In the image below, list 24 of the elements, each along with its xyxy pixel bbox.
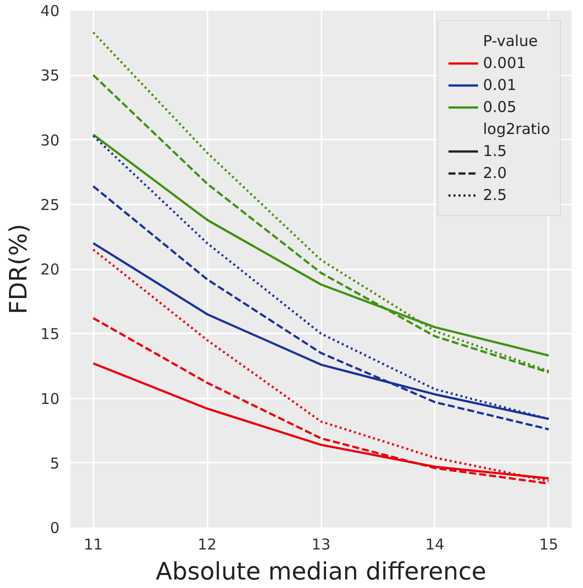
y-tick-label: 0 xyxy=(50,519,60,537)
annotation: 2.5 xyxy=(483,186,507,204)
legend-label: 0.001 xyxy=(483,54,526,72)
y-tick-label: 15 xyxy=(40,325,60,344)
y-axis-title: FDR(%) xyxy=(4,224,32,314)
y-tick-label: 10 xyxy=(40,390,60,408)
x-tick-label: 14 xyxy=(425,536,444,554)
x-tick-label: 15 xyxy=(539,536,558,554)
x-tick-label: 13 xyxy=(311,536,331,554)
y-tick-label: 40 xyxy=(40,2,60,20)
legend-title: P-value xyxy=(483,32,538,50)
x-tick-label: 12 xyxy=(198,536,217,554)
x-axis-title: Absolute median difference xyxy=(156,558,486,586)
y-tick-label: 30 xyxy=(40,131,60,150)
y-tick-label: 35 xyxy=(40,66,60,85)
y-tick-label: 5 xyxy=(50,454,60,472)
x-tick-label: 11 xyxy=(84,536,103,554)
legend-label: 0.01 xyxy=(483,76,516,94)
legend-label: 0.05 xyxy=(483,98,516,116)
annotation: log2ratio xyxy=(483,120,550,138)
y-tick-label: 25 xyxy=(40,196,60,214)
y-tick-label: 20 xyxy=(40,260,60,278)
annotation: 1.5 xyxy=(483,142,507,160)
annotation: 2.0 xyxy=(483,164,507,182)
